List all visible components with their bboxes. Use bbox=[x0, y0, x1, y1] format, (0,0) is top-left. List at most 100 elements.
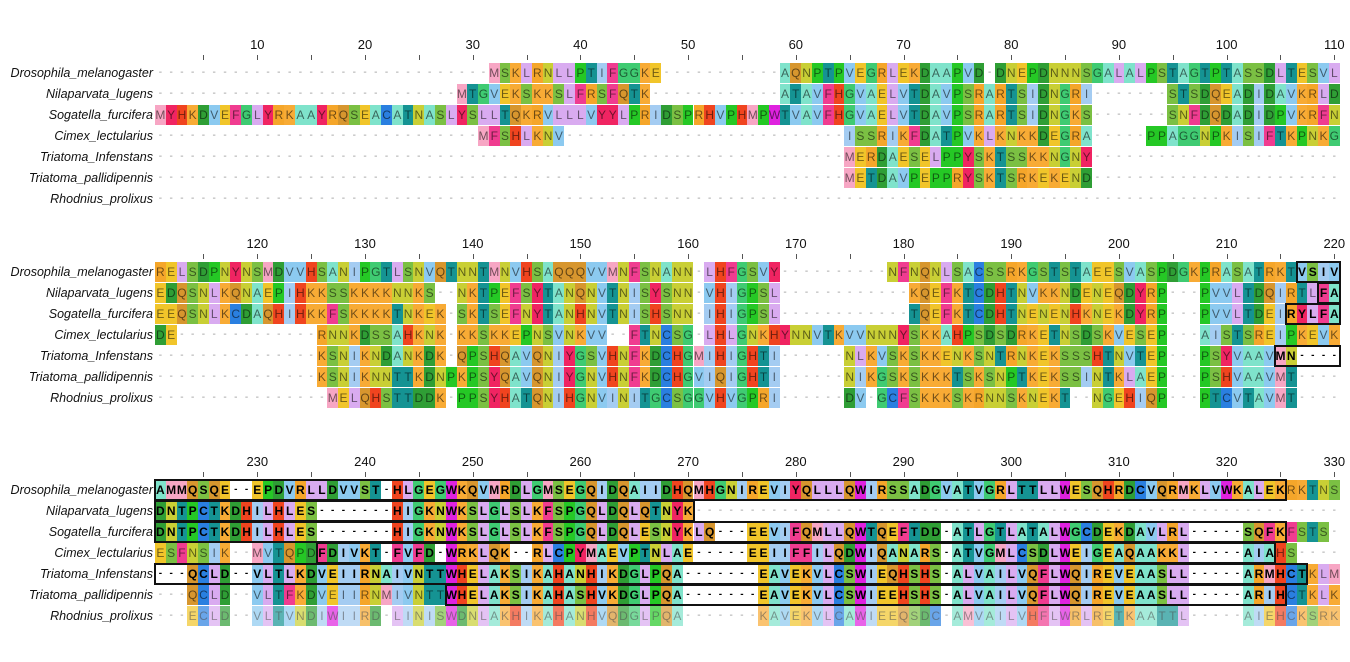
gap: - bbox=[1203, 589, 1207, 600]
residue: M bbox=[607, 262, 619, 282]
residue: E bbox=[1145, 367, 1157, 387]
residue: T bbox=[1005, 84, 1017, 104]
residue: W bbox=[1059, 585, 1071, 605]
residue: T bbox=[1016, 480, 1028, 500]
residue: E bbox=[1221, 84, 1232, 104]
residue: P bbox=[1156, 367, 1168, 387]
residue: P bbox=[295, 543, 306, 563]
residue: G bbox=[1102, 388, 1114, 408]
residue: E bbox=[758, 543, 769, 563]
residue: F bbox=[542, 522, 554, 542]
residue: C bbox=[661, 325, 672, 345]
residue: L bbox=[822, 585, 834, 605]
gap: - bbox=[718, 505, 723, 516]
residue: M bbox=[693, 346, 705, 366]
residue: S bbox=[1081, 105, 1092, 125]
gap: - bbox=[697, 130, 701, 141]
residue: T bbox=[1307, 480, 1319, 500]
residue: V bbox=[811, 564, 823, 584]
residue: P bbox=[650, 606, 662, 626]
ruler-label: 90 bbox=[1111, 37, 1127, 52]
residue: V bbox=[1210, 480, 1222, 500]
residue: I bbox=[553, 346, 565, 366]
gap: - bbox=[675, 151, 679, 162]
gap: - bbox=[815, 308, 820, 319]
gap: - bbox=[406, 193, 410, 204]
residue: K bbox=[435, 346, 446, 366]
gap: - bbox=[191, 130, 195, 141]
residue: K bbox=[1232, 480, 1243, 500]
gap: - bbox=[180, 67, 184, 78]
residue: L bbox=[478, 501, 489, 521]
residue: N bbox=[1070, 168, 1082, 188]
residue: N bbox=[435, 367, 446, 387]
residue: K bbox=[456, 367, 468, 387]
residue: F bbox=[488, 126, 500, 146]
residue: F bbox=[607, 63, 619, 83]
gap: - bbox=[352, 67, 356, 78]
residue: I bbox=[1253, 543, 1265, 563]
residue: L bbox=[768, 283, 780, 303]
gap: - bbox=[869, 266, 873, 277]
residue: W bbox=[1059, 522, 1071, 542]
gap: - bbox=[191, 151, 195, 162]
gap: - bbox=[1128, 193, 1132, 204]
gap: - bbox=[1214, 568, 1218, 579]
residue: K bbox=[607, 564, 619, 584]
gap: - bbox=[1332, 526, 1336, 537]
residue: K bbox=[941, 388, 952, 408]
residue: E bbox=[467, 564, 479, 584]
gap: - bbox=[718, 547, 723, 558]
residue: L bbox=[1135, 63, 1146, 83]
gap: - bbox=[244, 568, 249, 579]
residue: S bbox=[1242, 325, 1254, 345]
residue: L bbox=[1005, 480, 1017, 500]
residue: P bbox=[1156, 304, 1168, 324]
gap: - bbox=[912, 505, 916, 516]
residue: S bbox=[1242, 63, 1254, 83]
residue: K bbox=[801, 606, 812, 626]
gap: - bbox=[815, 505, 820, 516]
gap: - bbox=[169, 371, 173, 382]
residue: T bbox=[176, 501, 188, 521]
residue: I bbox=[1135, 388, 1146, 408]
gap: - bbox=[794, 151, 798, 162]
residue: A bbox=[327, 262, 339, 282]
residue: A bbox=[251, 283, 263, 303]
residue: K bbox=[467, 325, 479, 345]
gap: - bbox=[1192, 350, 1196, 361]
residue: A bbox=[391, 105, 403, 125]
residue: A bbox=[930, 84, 942, 104]
residue: Q bbox=[682, 480, 694, 500]
gap: - bbox=[1224, 610, 1229, 621]
residue: S bbox=[984, 262, 996, 282]
residue: K bbox=[531, 84, 543, 104]
residue: K bbox=[467, 543, 479, 563]
residue: E bbox=[1038, 388, 1049, 408]
gap: - bbox=[266, 329, 270, 340]
gap: - bbox=[1268, 172, 1272, 183]
gap: - bbox=[287, 130, 292, 141]
residue: E bbox=[338, 388, 349, 408]
gap: - bbox=[266, 67, 270, 78]
residue: K bbox=[682, 522, 694, 542]
residue: D bbox=[305, 606, 317, 626]
ruler-label: 270 bbox=[677, 454, 699, 469]
residue: E bbox=[424, 480, 436, 500]
residue: E bbox=[855, 168, 866, 188]
residue: T bbox=[650, 501, 662, 521]
residue: T bbox=[1275, 126, 1286, 146]
residue: K bbox=[359, 543, 371, 563]
residue: G bbox=[1059, 126, 1071, 146]
residue: N bbox=[1307, 126, 1319, 146]
residue: L bbox=[1048, 585, 1060, 605]
gap: - bbox=[1128, 88, 1132, 99]
residue: I bbox=[1081, 585, 1092, 605]
residue: F bbox=[1264, 126, 1276, 146]
residue: L bbox=[618, 105, 629, 125]
residue: R bbox=[693, 105, 705, 125]
residue: C bbox=[1016, 543, 1028, 563]
residue: I bbox=[316, 606, 328, 626]
residue: D bbox=[305, 543, 317, 563]
gap: - bbox=[718, 568, 723, 579]
